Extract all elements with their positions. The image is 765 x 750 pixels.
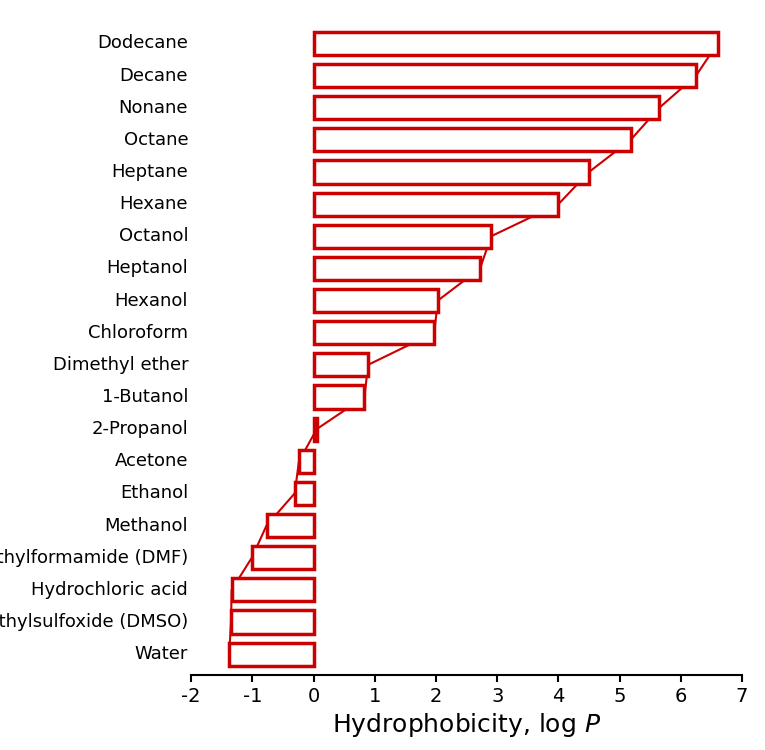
- Text: Ethanol: Ethanol: [120, 484, 188, 502]
- Bar: [314, 225, 491, 248]
- Text: Dimethylformamide (DMF): Dimethylformamide (DMF): [0, 549, 188, 567]
- Bar: [231, 610, 314, 634]
- Bar: [252, 546, 314, 569]
- Text: Hexanol: Hexanol: [115, 292, 188, 310]
- Text: Hexane: Hexane: [119, 195, 188, 213]
- Bar: [314, 160, 589, 184]
- Text: Dimethyl ether: Dimethyl ether: [53, 356, 188, 374]
- Bar: [266, 514, 314, 537]
- Text: 1-Butanol: 1-Butanol: [102, 388, 188, 406]
- Text: Dodecane: Dodecane: [97, 34, 188, 53]
- Bar: [314, 353, 368, 376]
- Bar: [314, 64, 696, 87]
- Bar: [295, 482, 314, 505]
- Bar: [314, 386, 364, 409]
- Text: Heptanol: Heptanol: [106, 260, 188, 278]
- Bar: [314, 256, 480, 280]
- Bar: [314, 418, 317, 441]
- Bar: [232, 578, 314, 602]
- Text: Water: Water: [135, 645, 188, 663]
- Bar: [299, 450, 314, 472]
- Text: Octane: Octane: [124, 130, 188, 148]
- Text: Decane: Decane: [119, 67, 188, 85]
- Bar: [314, 32, 718, 55]
- Text: Heptane: Heptane: [112, 163, 188, 181]
- Bar: [314, 193, 558, 216]
- Bar: [230, 643, 314, 666]
- X-axis label: Hydrophobicity, log $P$: Hydrophobicity, log $P$: [332, 711, 601, 740]
- Bar: [314, 96, 659, 119]
- Text: 2-Propanol: 2-Propanol: [92, 420, 188, 438]
- Bar: [314, 289, 438, 312]
- Text: Nonane: Nonane: [119, 99, 188, 117]
- Text: Methanol: Methanol: [105, 517, 188, 535]
- Text: Octanol: Octanol: [119, 227, 188, 245]
- Text: Acetone: Acetone: [115, 452, 188, 470]
- Bar: [314, 128, 630, 152]
- Bar: [314, 321, 435, 344]
- Text: Hydrochloric acid: Hydrochloric acid: [31, 580, 188, 598]
- Text: Chloroform: Chloroform: [88, 324, 188, 342]
- Text: Dimethylsulfoxide (DMSO): Dimethylsulfoxide (DMSO): [0, 613, 188, 631]
